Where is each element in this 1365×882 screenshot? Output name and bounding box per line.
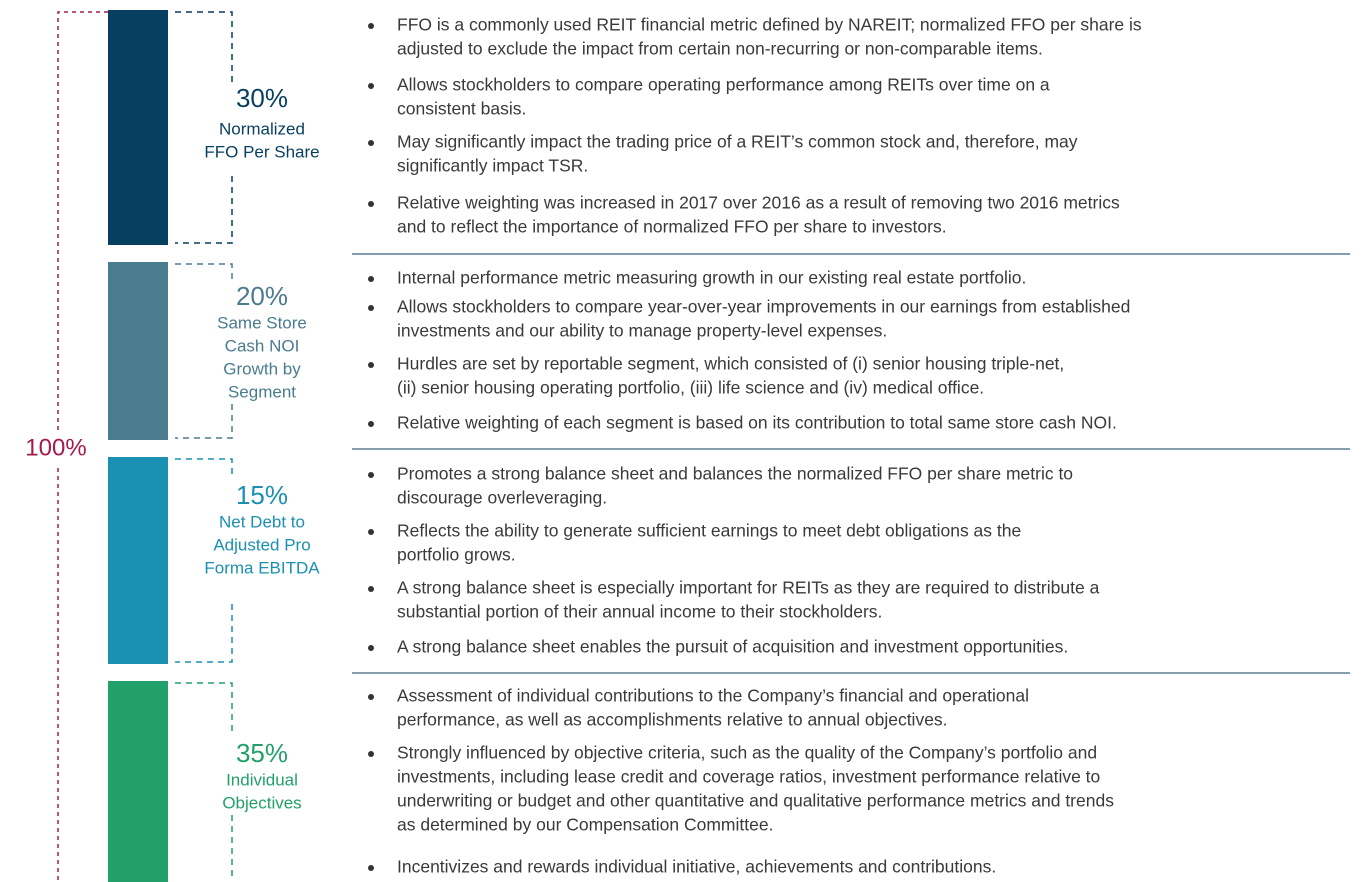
bullet-text: investments and our ability to manage pr…: [397, 321, 887, 341]
bullet-text: Hurdles are set by reportable segment, w…: [397, 354, 1064, 374]
metric-label: Same Store: [217, 313, 307, 332]
weight-bar: [108, 262, 168, 440]
bullet-dot: [368, 83, 374, 89]
weight-bar: [108, 681, 168, 882]
bracket: [175, 263, 233, 439]
metric-label: FFO Per Share: [204, 142, 319, 161]
metric-label: Growth by: [223, 359, 301, 378]
bullet-text: Internal performance metric measuring gr…: [397, 268, 1026, 288]
weight-bar: [108, 457, 168, 664]
bullet-text: discourage overleveraging.: [397, 488, 607, 508]
bullet-text: Allows stockholders to compare year-over…: [397, 297, 1130, 317]
metric-label: Net Debt to: [219, 512, 305, 531]
bullet-text: Allows stockholders to compare operating…: [397, 75, 1050, 95]
bullet-dot: [368, 529, 374, 535]
bullet-dot: [368, 362, 374, 368]
bullet-text: consistent basis.: [397, 99, 526, 119]
total-label: 100%: [25, 434, 86, 461]
bullet-dot: [368, 23, 374, 29]
bullet-dot: [368, 421, 374, 427]
bracket: [175, 682, 233, 880]
bullet-dot: [368, 305, 374, 311]
metric-label: Cash NOI: [225, 336, 300, 355]
bullet-dot: [368, 645, 374, 651]
bullet-text: May significantly impact the trading pri…: [397, 132, 1078, 152]
bullet-dot: [368, 694, 374, 700]
bullet-dot: [368, 276, 374, 282]
metric-label: Objectives: [222, 793, 301, 812]
bullet-text: Promotes a strong balance sheet and bala…: [397, 464, 1073, 484]
weight-bar: [108, 10, 168, 245]
bullet-text: Relative weighting of each segment is ba…: [397, 413, 1117, 433]
bullet-text: A strong balance sheet enables the pursu…: [397, 637, 1068, 657]
metric-label: Adjusted Pro: [213, 535, 310, 554]
metric-label: Individual: [226, 770, 298, 789]
metric-label: Forma EBITDA: [204, 558, 320, 577]
metric-label: Segment: [228, 382, 296, 401]
metric-label: Normalized: [219, 119, 305, 138]
bullet-text: as determined by our Compensation Commit…: [397, 815, 773, 835]
bullet-dot: [368, 751, 374, 757]
weight-percent: 20%: [236, 281, 288, 311]
weight-percent: 35%: [236, 738, 288, 768]
bullet-text: investments, including lease credit and …: [397, 767, 1100, 787]
bullet-dot: [368, 586, 374, 592]
bullet-text: (ii) senior housing operating portfolio,…: [397, 378, 984, 398]
bullet-text: underwriting or budget and other quantit…: [397, 791, 1114, 811]
bullet-text: and to reflect the importance of normali…: [397, 217, 947, 237]
bullet-text: Reflects the ability to generate suffici…: [397, 521, 1021, 541]
bullet-dot: [368, 472, 374, 478]
bullet-text: Incentivizes and rewards individual init…: [397, 857, 996, 877]
bullet-text: Relative weighting was increased in 2017…: [397, 193, 1120, 213]
total-bracket: [57, 11, 108, 882]
bullet-text: A strong balance sheet is especially imp…: [397, 578, 1100, 598]
bullet-dot: [368, 865, 374, 871]
bullet-text: Strongly influenced by objective criteri…: [397, 743, 1097, 763]
bullet-text: performance, as well as accomplishments …: [397, 710, 948, 730]
bullet-text: Assessment of individual contributions t…: [397, 686, 1029, 706]
bracket: [175, 458, 233, 663]
bullet-text: portfolio grows.: [397, 545, 516, 565]
bullet-dot: [368, 140, 374, 146]
bullet-text: significantly impact TSR.: [397, 156, 588, 176]
weight-percent: 30%: [236, 83, 288, 113]
bullet-text: adjusted to exclude the impact from cert…: [397, 39, 1043, 59]
bullet-dot: [368, 201, 374, 207]
weight-percent: 15%: [236, 480, 288, 510]
bullet-text: substantial portion of their annual inco…: [397, 602, 882, 622]
bullet-text: FFO is a commonly used REIT financial me…: [397, 15, 1142, 35]
bracket: [175, 11, 233, 244]
